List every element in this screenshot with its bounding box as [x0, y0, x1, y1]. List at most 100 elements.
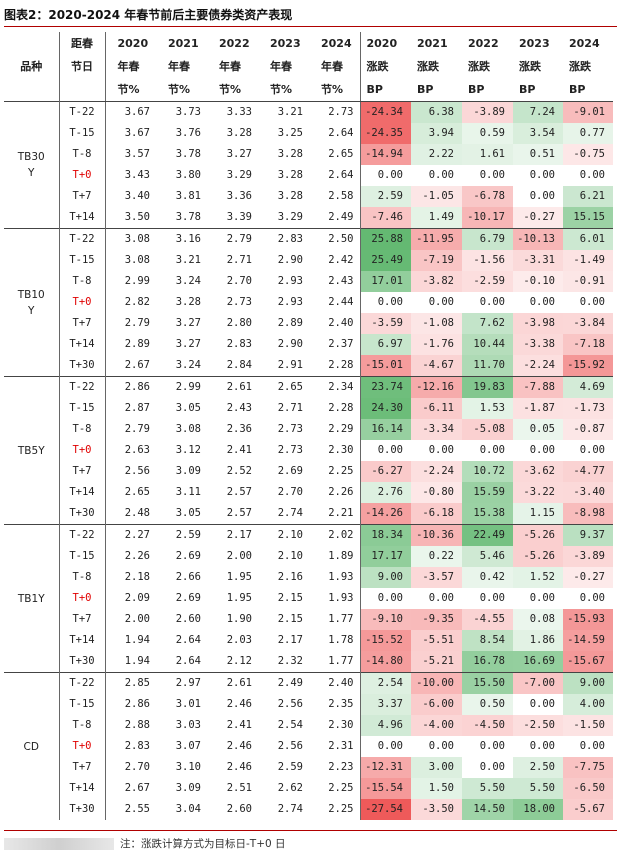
- level-cell: 3.12: [175, 444, 201, 456]
- table-row: TB30 Y T-22 3.67 3.73 3.33 3.21 2.73 -24.34 6.38-…: [4, 101, 613, 229]
- change-cell: 15.15: [563, 207, 613, 229]
- level-cell: 2.30: [309, 715, 361, 736]
- change-cell: -1.08: [411, 313, 462, 334]
- change-cell: 0.51: [513, 144, 563, 165]
- change-cell: -5.67: [563, 799, 613, 820]
- variety-cell: TB5Y: [4, 376, 60, 525]
- level-cell: 2.40: [309, 672, 361, 694]
- level-cell: 2.51: [226, 782, 252, 794]
- change-cell: 0.00: [529, 444, 555, 456]
- change-cell: -6.18: [411, 503, 462, 525]
- level-cell: 2.90: [277, 254, 303, 266]
- level-cell: 2.91: [277, 359, 303, 371]
- level-cell: 3.28: [277, 148, 303, 160]
- change-cell: -15.92: [563, 355, 613, 377]
- change-cell: -0.91: [563, 271, 613, 292]
- level-cell: 2.17: [277, 634, 303, 646]
- level-cell: 2.69: [277, 465, 303, 477]
- level-cell: 2.74: [277, 507, 303, 519]
- variety-name-line1: TB30: [17, 151, 45, 163]
- table-row: T+14 2.67 3.09 2.51 2.62 2.25 -15.54 1.50 5.50 5.…: [4, 778, 613, 799]
- header-level-line2: 年春: [219, 60, 241, 73]
- change-cell: 3.00: [411, 757, 462, 778]
- change-cell: 3.37: [360, 694, 411, 715]
- change-cell: 9.00: [360, 567, 411, 588]
- level-cell: 2.61: [207, 672, 258, 694]
- change-cell: -3.89: [563, 546, 613, 567]
- level-cell: 2.35: [309, 694, 361, 715]
- table-row: T+0 2.63 3.12 2.41 2.73 2.30 0.00 0.00 0.00 0.00 0…: [4, 440, 613, 461]
- change-cell: 0.00: [529, 592, 555, 604]
- change-cell: 3.94: [411, 123, 462, 144]
- level-cell: 2.03: [226, 634, 252, 646]
- change-cell: 0.00: [529, 740, 555, 752]
- change-cell: 6.97: [360, 334, 411, 355]
- table-row: T-8 2.99 3.24 2.70 2.93 2.43 17.01 -3.82 -2.59 -0…: [4, 271, 613, 292]
- level-cell: 2.44: [309, 292, 361, 313]
- table-row: T+0 2.83 3.07 2.46 2.56 2.31 0.00 0.00 0.00 0.00 0…: [4, 736, 613, 757]
- variety-cell: TB1Y: [4, 524, 60, 673]
- variety-cell: TB10 Y: [4, 228, 60, 377]
- level-cell: 2.97: [156, 672, 207, 694]
- level-cell: 2.64: [309, 165, 361, 186]
- header-level-year: 2021: [168, 37, 199, 50]
- level-cell: 2.37: [309, 334, 361, 355]
- level-cell: 2.56: [277, 740, 303, 752]
- bond-performance-table: 品种 距春 2020 2021 2022 2023 2024 2020 2021 2022 2023…: [4, 32, 613, 820]
- level-cell: 2.80: [226, 317, 252, 329]
- header-chg-line2: 涨跌: [569, 60, 591, 73]
- table-row: T+7 2.00 2.60 1.90 2.15 1.77 -9.10 -9.35 -4.55 0.…: [4, 609, 613, 630]
- change-cell: -14.26: [360, 503, 411, 525]
- table-row: T+30 2.55 3.04 2.60 2.74 2.25 -27.54 -3.50 14.50…: [4, 799, 613, 820]
- change-cell: 5.50: [513, 778, 563, 799]
- level-cell: 2.29: [309, 419, 361, 440]
- level-cell: 1.95: [226, 592, 252, 604]
- level-cell: 2.79: [207, 228, 258, 250]
- level-cell: 2.40: [309, 313, 361, 334]
- change-cell: -15.93: [563, 609, 613, 630]
- change-cell: 0.00: [377, 169, 403, 181]
- level-cell: 2.64: [309, 123, 361, 144]
- change-cell: -2.50: [513, 715, 563, 736]
- change-cell: 19.83: [462, 376, 513, 398]
- change-cell: -5.26: [513, 546, 563, 567]
- day-offset-cell: T-22: [59, 524, 106, 546]
- level-cell: 2.55: [124, 803, 150, 815]
- variety-cell: CD: [4, 672, 60, 820]
- level-cell: 2.30: [309, 440, 361, 461]
- change-cell: 0.00: [428, 740, 454, 752]
- change-cell: 0.00: [579, 296, 605, 308]
- change-cell: 0.00: [579, 169, 605, 181]
- change-cell: -3.98: [513, 313, 563, 334]
- table-row: TB5Y T-22 2.86 2.99 2.61 2.65 2.34 23.74 -12.16 1…: [4, 376, 613, 525]
- change-cell: -15.54: [360, 778, 411, 799]
- change-cell: 2.59: [360, 186, 411, 207]
- level-cell: 2.28: [309, 398, 361, 419]
- change-cell: 0.00: [479, 740, 505, 752]
- level-cell: 3.27: [175, 338, 201, 350]
- change-cell: -3.82: [411, 271, 462, 292]
- day-offset-cell: T+30: [59, 355, 106, 377]
- level-cell: 2.42: [309, 250, 361, 271]
- change-cell: 8.54: [462, 630, 513, 651]
- variety-name-line2: Y: [28, 167, 35, 179]
- header-chg-line2: 涨跌: [366, 60, 389, 73]
- level-cell: 2.50: [309, 228, 361, 250]
- table-row: TB10 Y T-22 3.08 3.16 2.79 2.83 2.50 25.88 -11.95…: [4, 228, 613, 377]
- day-offset-cell: T+7: [59, 186, 106, 207]
- change-cell: -10.17: [462, 207, 513, 229]
- change-cell: 1.86: [513, 630, 563, 651]
- level-cell: 2.57: [226, 507, 252, 519]
- day-offset-cell: T+7: [59, 757, 106, 778]
- level-cell: 2.66: [175, 571, 201, 583]
- change-cell: 22.49: [462, 524, 513, 546]
- table-row: T+7 2.70 3.10 2.46 2.59 2.23 -12.31 3.00 0.00 2.5…: [4, 757, 613, 778]
- day-offset-cell: T+0: [59, 165, 106, 186]
- header-chg-line3: BP: [563, 78, 613, 102]
- level-cell: 2.61: [207, 376, 258, 398]
- change-cell: -3.62: [513, 461, 563, 482]
- table-row: T+0 3.43 3.80 3.29 3.28 2.64 0.00 0.00 0.00 0.00 0…: [4, 165, 613, 186]
- level-cell: 2.16: [277, 571, 303, 583]
- level-cell: 2.73: [277, 423, 303, 435]
- header-level-line3: 节%: [156, 78, 207, 102]
